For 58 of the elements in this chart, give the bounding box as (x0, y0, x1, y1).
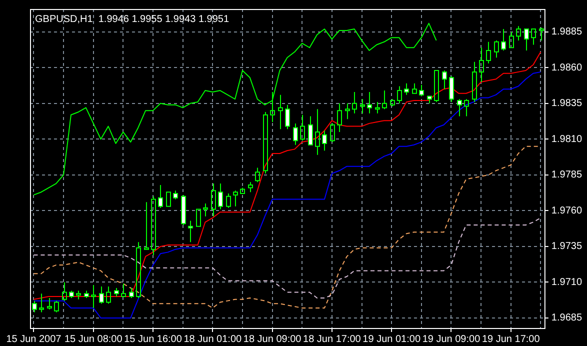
y-tick-label: 1.9785 (551, 170, 582, 181)
x-tick-label: 18 Jun 17:00 (303, 334, 362, 345)
candlestick (62, 282, 67, 302)
y-tick-label: 1.9885 (551, 26, 582, 38)
candlestick (375, 101, 380, 114)
y-tick-label: 1.9685 (551, 312, 582, 324)
x-tick-label: 19 Jun 09:00 (422, 334, 481, 345)
candlestick (464, 98, 469, 117)
candlestick (39, 293, 44, 313)
candlestick (322, 130, 327, 152)
candlestick (203, 203, 208, 217)
candlestick (457, 98, 462, 117)
candlestick (479, 47, 484, 82)
y-tick-label: 1.9710 (551, 276, 582, 288)
candlestick (397, 86, 402, 104)
text: GBPUSD,H1 1.9946 1.9955 1.9943 1.9951 (35, 14, 230, 25)
candlestick (524, 28, 529, 51)
candlestick (531, 28, 536, 46)
candlestick (486, 41, 491, 64)
candlestick (211, 183, 216, 217)
candlestick (47, 297, 52, 310)
y-tick-label: 1.9810 (551, 134, 582, 145)
candlestick (427, 96, 432, 104)
candlestick (91, 284, 96, 308)
x-tick-label: 18 Jun 01:00 (184, 334, 242, 345)
candlestick (300, 114, 305, 142)
candlestick (270, 91, 275, 123)
y-tick-label: 1.9835 (551, 98, 582, 110)
candlestick (315, 108, 320, 156)
candlestick (516, 26, 521, 41)
candlestick (233, 190, 238, 207)
x-tick-label: 15 Jun 08:00 (64, 334, 123, 345)
line-series (33, 217, 542, 298)
candlestick (121, 283, 126, 298)
candlestick (136, 242, 141, 298)
y-tick-label: 1.9860 (551, 62, 582, 74)
x-tick-label: 19 Jun 01:00 (362, 334, 421, 345)
candlestick (337, 102, 342, 133)
candlestick (188, 220, 193, 243)
x-tick-label: 15 Jun 2007 (6, 334, 62, 345)
x-tick-label: 18 Jun 09:00 (243, 334, 302, 345)
candlestick (472, 61, 477, 102)
candlestick (158, 184, 163, 208)
candlestick (501, 28, 506, 51)
candlestick (308, 116, 313, 146)
x-tick-label: 15 Jun 16:00 (124, 334, 182, 345)
candlestick (382, 90, 387, 110)
y-tick-label: 1.9760 (551, 205, 582, 216)
x-tick-label: 19 Jun 17:00 (482, 334, 540, 345)
candlestick (144, 202, 149, 250)
candlestick (442, 70, 447, 90)
candlestick (278, 94, 283, 130)
candlestick (367, 91, 372, 114)
candlestick (360, 98, 365, 114)
candlestick (218, 183, 223, 210)
candlestick (352, 91, 357, 114)
candlestick (345, 102, 350, 120)
y-tick-label: 1.9735 (551, 241, 582, 252)
